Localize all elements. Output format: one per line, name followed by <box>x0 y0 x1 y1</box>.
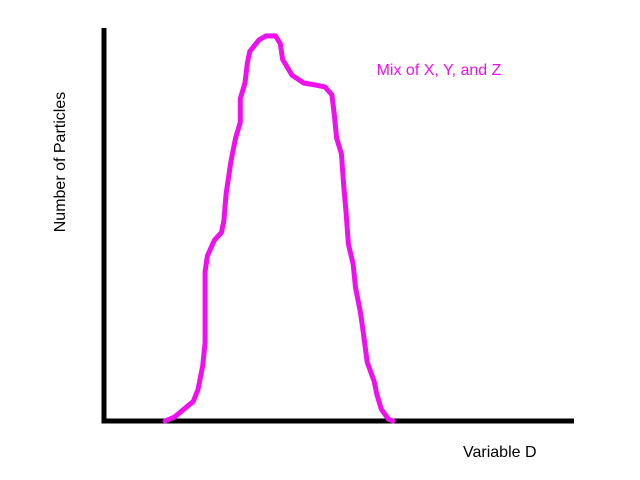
series-layer <box>162 33 396 424</box>
series-line-0 <box>162 33 396 424</box>
annotation-layer: Mix of X, Y, and Z <box>377 62 502 79</box>
x-axis-label: Variable D <box>463 444 537 461</box>
series-annotation-0: Mix of X, Y, and Z <box>377 62 502 79</box>
axes <box>101 28 574 424</box>
y-axis-label: Number of Particles <box>52 92 69 233</box>
